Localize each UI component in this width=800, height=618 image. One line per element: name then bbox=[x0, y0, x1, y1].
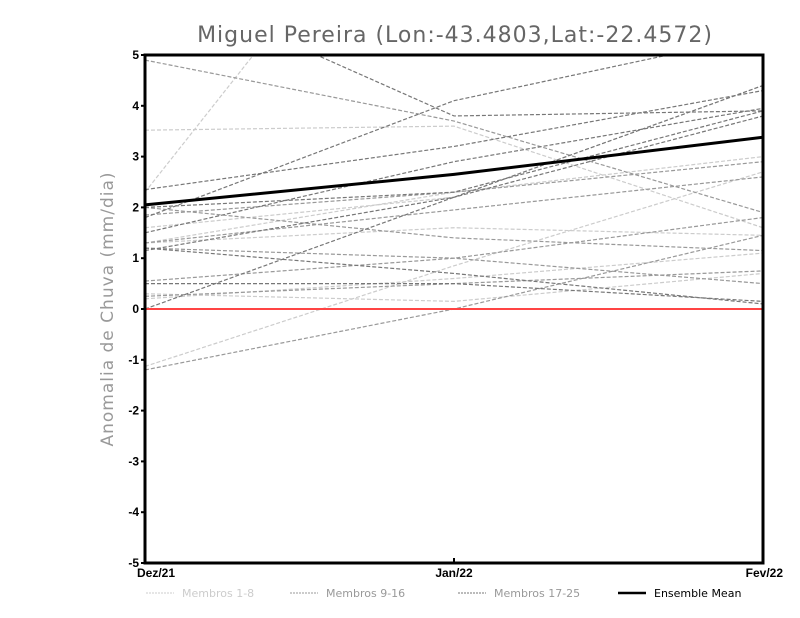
member-line-16 bbox=[145, 206, 763, 252]
y-tick-label: 0 bbox=[132, 302, 139, 316]
x-axis-ticks: Dez/21 Jan/22 Fev/22 bbox=[137, 558, 783, 580]
member-line-2 bbox=[145, 125, 763, 229]
legend-label: Membros 17-25 bbox=[494, 587, 580, 600]
member-line-14 bbox=[145, 176, 763, 244]
y-axis-label: Anomalia de Chuva (mm/dia) bbox=[98, 171, 118, 446]
member-line-8 bbox=[145, 227, 763, 244]
y-tick-label: 5 bbox=[132, 48, 139, 62]
legend: Membros 1-8 Membros 9-16 Membros 17-25 Ense… bbox=[146, 587, 741, 600]
member-line-23 bbox=[145, 110, 763, 208]
member-line-3 bbox=[145, 171, 763, 367]
y-tick-label: -5 bbox=[128, 556, 139, 570]
member-line-12 bbox=[145, 216, 763, 282]
y-tick-label: 3 bbox=[132, 150, 139, 164]
y-tick-label: 2 bbox=[132, 200, 139, 214]
member-line-5 bbox=[145, 156, 763, 244]
y-tick-label: 4 bbox=[132, 99, 139, 113]
member-line-10 bbox=[145, 161, 763, 216]
member-line-21 bbox=[145, 283, 763, 302]
member-line-6 bbox=[145, 272, 763, 302]
member-line-25 bbox=[315, 55, 763, 117]
member-line-22 bbox=[145, 115, 763, 252]
member-line-9 bbox=[145, 59, 763, 214]
y-tick-label: -4 bbox=[128, 505, 139, 519]
legend-label: Ensemble Mean bbox=[654, 587, 741, 600]
y-tick-label: -1 bbox=[128, 353, 139, 367]
x-tick-label: Fev/22 bbox=[746, 566, 784, 580]
member-line-24 bbox=[145, 55, 671, 219]
x-tick-label: Jan/22 bbox=[435, 566, 473, 580]
ensemble-mean-line bbox=[144, 135, 764, 207]
member-line-20 bbox=[145, 247, 763, 305]
legend-label: Membros 9-16 bbox=[326, 587, 405, 600]
y-axis-ticks: 5 4 3 2 1 0 -1 -2 -3 -4 -5 bbox=[128, 48, 145, 570]
chart-title: Miguel Pereira (Lon:-43.4803,Lat:-22.457… bbox=[197, 23, 713, 48]
x-tick-label: Dez/21 bbox=[137, 566, 175, 580]
legend-label: Membros 1-8 bbox=[182, 587, 254, 600]
member-line-17 bbox=[145, 89, 763, 191]
member-line-18 bbox=[145, 107, 763, 234]
y-tick-label: -2 bbox=[128, 404, 139, 418]
member-line-19 bbox=[145, 84, 763, 310]
y-tick-label: -3 bbox=[128, 454, 139, 468]
y-tick-label: 1 bbox=[132, 251, 139, 265]
